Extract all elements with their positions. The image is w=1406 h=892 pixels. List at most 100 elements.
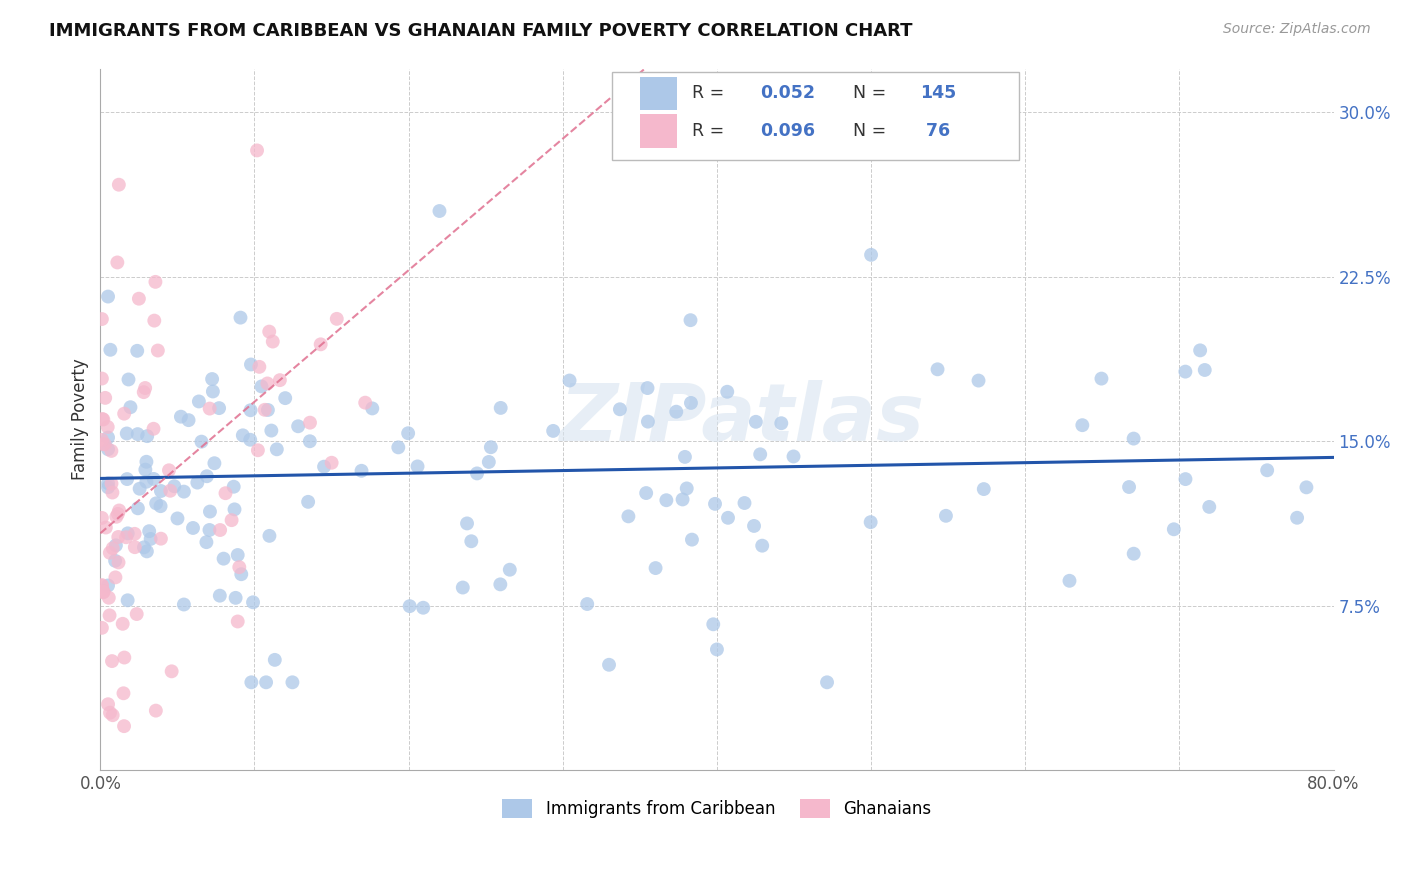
Point <box>460 534 482 549</box>
Text: ZIPatlas: ZIPatlas <box>560 380 924 458</box>
Point <box>135 544 157 558</box>
Point <box>111 616 134 631</box>
Point <box>717 510 740 524</box>
Point <box>281 675 304 690</box>
Point <box>97 578 120 592</box>
Point <box>104 570 127 584</box>
Point <box>232 428 254 442</box>
Point <box>170 409 193 424</box>
Text: IMMIGRANTS FROM CARIBBEAN VS GHANAIAN FAMILY POVERTY CORRELATION CHART: IMMIGRANTS FROM CARIBBEAN VS GHANAIAN FA… <box>49 22 912 40</box>
Point <box>112 650 135 665</box>
Point <box>91 437 114 451</box>
Point <box>177 413 200 427</box>
Point <box>201 384 224 399</box>
Point <box>749 447 772 461</box>
Point <box>1256 463 1278 477</box>
Point <box>287 419 309 434</box>
Point <box>1059 574 1081 588</box>
Point <box>1286 510 1309 524</box>
Point <box>104 538 127 552</box>
Point <box>637 381 659 395</box>
Point <box>815 675 838 690</box>
Point <box>679 313 702 327</box>
Point <box>1122 547 1144 561</box>
Point <box>208 401 231 416</box>
Point <box>94 520 117 534</box>
Point <box>181 521 204 535</box>
Y-axis label: Family Poverty: Family Poverty <box>72 359 89 480</box>
Point <box>209 523 232 537</box>
Point <box>350 464 373 478</box>
Point <box>704 497 727 511</box>
Point <box>201 372 224 386</box>
Point <box>253 402 276 417</box>
Point <box>100 444 122 458</box>
Point <box>160 665 183 679</box>
Point <box>598 657 620 672</box>
Point <box>231 567 253 582</box>
Point <box>97 430 120 444</box>
FancyBboxPatch shape <box>641 77 678 111</box>
Point <box>681 533 703 547</box>
Point <box>132 385 155 400</box>
Point <box>967 374 990 388</box>
Point <box>456 516 478 531</box>
Point <box>361 401 384 416</box>
Point <box>112 407 135 421</box>
Point <box>117 372 139 386</box>
Point <box>576 597 599 611</box>
Point <box>860 248 883 262</box>
Point <box>159 483 181 498</box>
Point <box>108 503 131 517</box>
Point <box>1295 480 1317 494</box>
Point <box>935 508 957 523</box>
Point <box>101 708 124 723</box>
Text: N =: N = <box>852 85 891 103</box>
Point <box>326 311 349 326</box>
Point <box>1163 522 1185 536</box>
Point <box>489 401 512 415</box>
Point <box>97 442 120 457</box>
Point <box>94 437 117 451</box>
Text: 145: 145 <box>921 85 956 103</box>
Point <box>406 459 429 474</box>
Point <box>706 642 728 657</box>
Text: R =: R = <box>692 85 730 103</box>
Point <box>134 381 156 395</box>
Point <box>198 523 221 537</box>
Point <box>145 496 167 510</box>
Point <box>186 475 208 490</box>
Text: 76: 76 <box>921 122 950 140</box>
Point <box>247 359 270 374</box>
Point <box>173 484 195 499</box>
Point <box>98 706 121 720</box>
Point <box>734 496 756 510</box>
Point <box>321 456 343 470</box>
Text: Source: ZipAtlas.com: Source: ZipAtlas.com <box>1223 22 1371 37</box>
Point <box>859 515 882 529</box>
Point <box>112 686 135 700</box>
Point <box>226 548 249 562</box>
Point <box>274 391 297 405</box>
Point <box>127 501 149 516</box>
Point <box>149 532 172 546</box>
Point <box>609 402 631 417</box>
Point <box>104 554 127 568</box>
Point <box>107 530 129 544</box>
Point <box>127 427 149 442</box>
Point <box>262 334 284 349</box>
Point <box>91 584 114 599</box>
Point <box>135 455 157 469</box>
Point <box>745 415 768 429</box>
Point <box>127 343 149 358</box>
Point <box>105 255 128 269</box>
Point <box>1194 363 1216 377</box>
Point <box>412 600 434 615</box>
Point <box>149 499 172 513</box>
Point <box>257 325 280 339</box>
Point <box>117 526 139 541</box>
Point <box>297 495 319 509</box>
Point <box>239 403 262 417</box>
Point <box>90 312 112 326</box>
Point <box>90 578 112 592</box>
